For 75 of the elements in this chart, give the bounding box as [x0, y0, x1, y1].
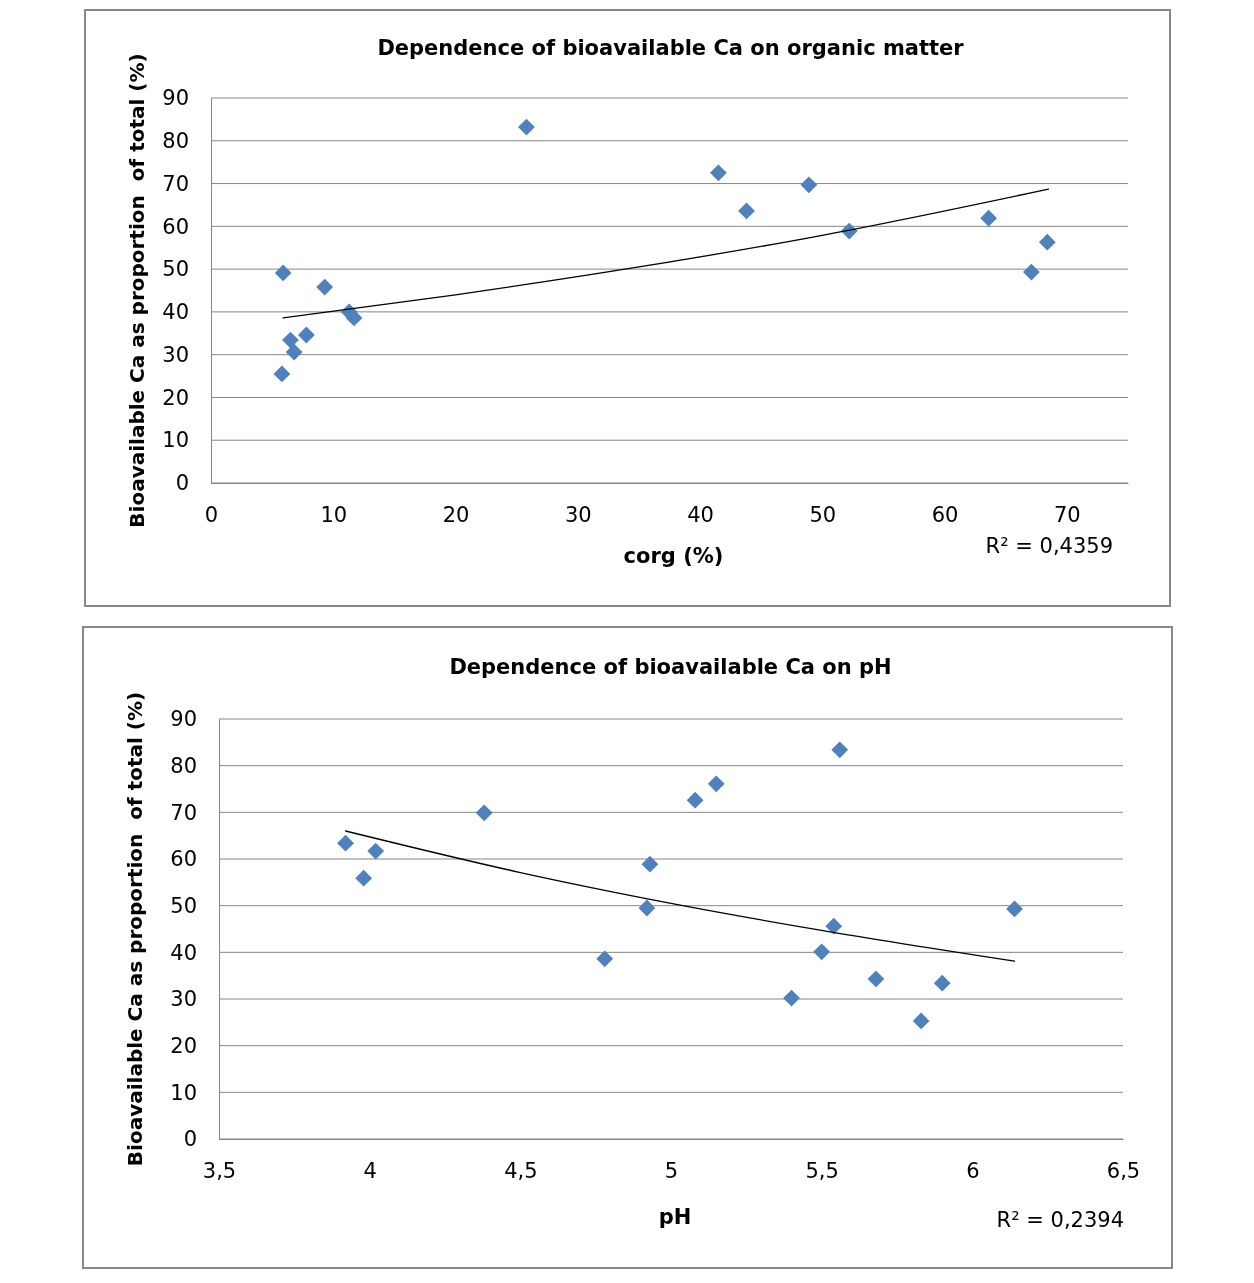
point: [641, 855, 659, 873]
x-tick-label: 70: [1054, 502, 1081, 527]
chart-title: Dependence of bioavailable Ca on pH: [449, 655, 892, 679]
y-tick-label: 30: [170, 987, 197, 1012]
point: [337, 834, 354, 852]
point: [274, 264, 292, 282]
x-axis-title: corg (%): [623, 544, 724, 568]
y-axis-title: Bioavailable Ca as proportion of total (%): [122, 691, 147, 1167]
point: [933, 974, 951, 992]
point: [596, 950, 614, 968]
point: [1023, 263, 1040, 281]
x-tick-label: 3,5: [202, 1158, 237, 1183]
y-tick-label: 70: [162, 171, 189, 196]
y-tick-label: 30: [162, 342, 189, 367]
point: [912, 1012, 930, 1030]
y-tick-label: 50: [170, 893, 197, 918]
y-axis-title: Bioavailable Ca as proportion of total (%): [124, 53, 149, 528]
x-tick-label: 60: [931, 502, 959, 527]
x-tick-label: 4,5: [504, 1158, 538, 1183]
y-tick-label: 60: [170, 847, 197, 872]
point: [831, 741, 849, 759]
point: [813, 943, 831, 961]
y-tick-label: 50: [162, 257, 189, 282]
point: [638, 899, 656, 917]
y-tick-label: 70: [170, 800, 197, 825]
text: R² = 0,2394: [996, 1208, 1124, 1232]
y-tick-label: 10: [162, 428, 189, 453]
point: [783, 989, 800, 1007]
x-tick-label: 10: [320, 502, 348, 527]
point: [282, 331, 299, 349]
point: [367, 842, 385, 860]
point: [867, 970, 885, 988]
point: [355, 869, 373, 887]
y-tick-label: 90: [162, 86, 189, 111]
line-series: [344, 830, 1016, 962]
line-series: [282, 188, 1050, 319]
x-tick-label: 20: [442, 502, 470, 527]
point: [1038, 233, 1056, 251]
x-tick-label: 30: [564, 502, 592, 527]
x-axis-title: pH: [658, 1205, 692, 1229]
point: [475, 804, 493, 822]
point: [686, 791, 704, 809]
y-tick-label: 20: [162, 385, 189, 410]
x-tick-label: 40: [687, 502, 714, 527]
y-tick-label: 10: [170, 1080, 197, 1105]
x-tick-label: 50: [809, 502, 837, 527]
y-tick-label: 0: [175, 471, 189, 496]
y-tick-label: 90: [170, 707, 197, 732]
y-tick-label: 40: [170, 940, 197, 965]
point: [316, 278, 334, 296]
y-tick-label: 80: [170, 753, 197, 778]
point: [273, 365, 291, 383]
point: [800, 176, 818, 194]
point: [518, 118, 535, 136]
y-tick-label: 80: [162, 129, 189, 153]
point: [738, 202, 755, 220]
text: R² = 0,4359: [985, 534, 1113, 558]
y-tick-label: 60: [162, 214, 189, 239]
x-tick-label: 4: [363, 1158, 377, 1183]
chart-title: Dependence of bioavailable Ca on organic matter: [377, 36, 965, 60]
y-tick-label: 40: [162, 300, 189, 325]
x-tick-label: 0: [204, 502, 219, 527]
point: [825, 917, 843, 935]
x-tick-label: 5: [664, 1158, 679, 1183]
x-tick-label: 6: [966, 1158, 980, 1183]
x-tick-label: 6,5: [1106, 1158, 1141, 1183]
x-tick-label: 5,5: [805, 1158, 839, 1183]
y-tick-label: 20: [170, 1033, 197, 1058]
y-tick-label: 0: [183, 1127, 197, 1152]
point: [980, 209, 998, 227]
point: [1006, 900, 1023, 918]
point: [285, 343, 303, 361]
point: [710, 164, 727, 182]
point: [297, 326, 315, 344]
point: [707, 775, 725, 793]
